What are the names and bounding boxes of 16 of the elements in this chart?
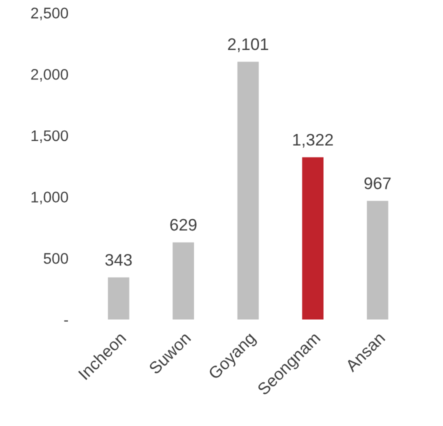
bar bbox=[172, 242, 194, 320]
bar bbox=[108, 277, 130, 320]
data-label: 629 bbox=[170, 218, 196, 231]
y-tick-label: 2,500 bbox=[31, 8, 68, 20]
data-label: 343 bbox=[105, 254, 132, 266]
data-label: 2,101 bbox=[228, 38, 268, 52]
y-tick-label: 1,500 bbox=[32, 130, 68, 143]
data-label: 967 bbox=[364, 177, 391, 190]
data-label: 1,322 bbox=[293, 134, 333, 148]
y-tick-label: 500 bbox=[44, 253, 68, 264]
y-tick-label: - bbox=[64, 320, 68, 322]
bar bbox=[237, 62, 259, 320]
bar bbox=[302, 157, 324, 320]
y-tick-label: 1,000 bbox=[32, 192, 68, 204]
bar bbox=[366, 200, 388, 320]
y-tick-label: 2,000 bbox=[31, 68, 68, 82]
